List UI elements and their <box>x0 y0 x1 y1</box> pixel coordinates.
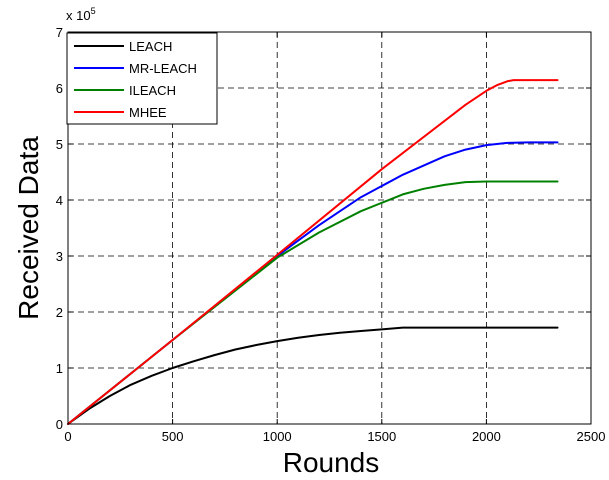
y-exponent-label: x 105 <box>66 6 96 23</box>
x-tick-label: 2000 <box>472 429 501 444</box>
y-tick-label: 6 <box>56 81 63 96</box>
series-line-mhee <box>67 79 559 425</box>
y-tick-label: 7 <box>56 25 63 40</box>
legend: LEACH MR-LEACH ILEACH MHEE <box>66 32 218 125</box>
y-axis-title: Received Data <box>13 136 44 320</box>
y-tick-label: 5 <box>56 137 63 152</box>
series-line-ileach <box>67 180 559 425</box>
x-tick-label: 0 <box>64 429 71 444</box>
x-tick-label: 1000 <box>263 429 292 444</box>
y-tick-label: 4 <box>56 193 63 208</box>
x-tick-label: 2500 <box>577 429 606 444</box>
axis-ticks: 0 500 1000 1500 2000 2500 0 1 2 3 4 5 6 7 <box>56 25 606 444</box>
legend-label: MR-LEACH <box>129 61 197 76</box>
series-lines <box>67 79 559 425</box>
series-line-mr-leach <box>67 141 559 425</box>
series-line-leach <box>67 326 559 425</box>
x-tick-label: 1500 <box>367 429 396 444</box>
legend-label: LEACH <box>129 39 172 54</box>
grid <box>68 32 591 424</box>
legend-label: ILEACH <box>129 83 176 98</box>
y-tick-label: 1 <box>56 361 63 376</box>
legend-box <box>66 32 218 125</box>
y-tick-label: 0 <box>56 417 63 432</box>
y-tick-label: 3 <box>56 249 63 264</box>
x-axis-title: Rounds <box>283 447 380 478</box>
plot-frame <box>67 31 592 425</box>
y-tick-label: 2 <box>56 305 63 320</box>
legend-label: MHEE <box>129 105 167 120</box>
x-tick-label: 500 <box>162 429 184 444</box>
